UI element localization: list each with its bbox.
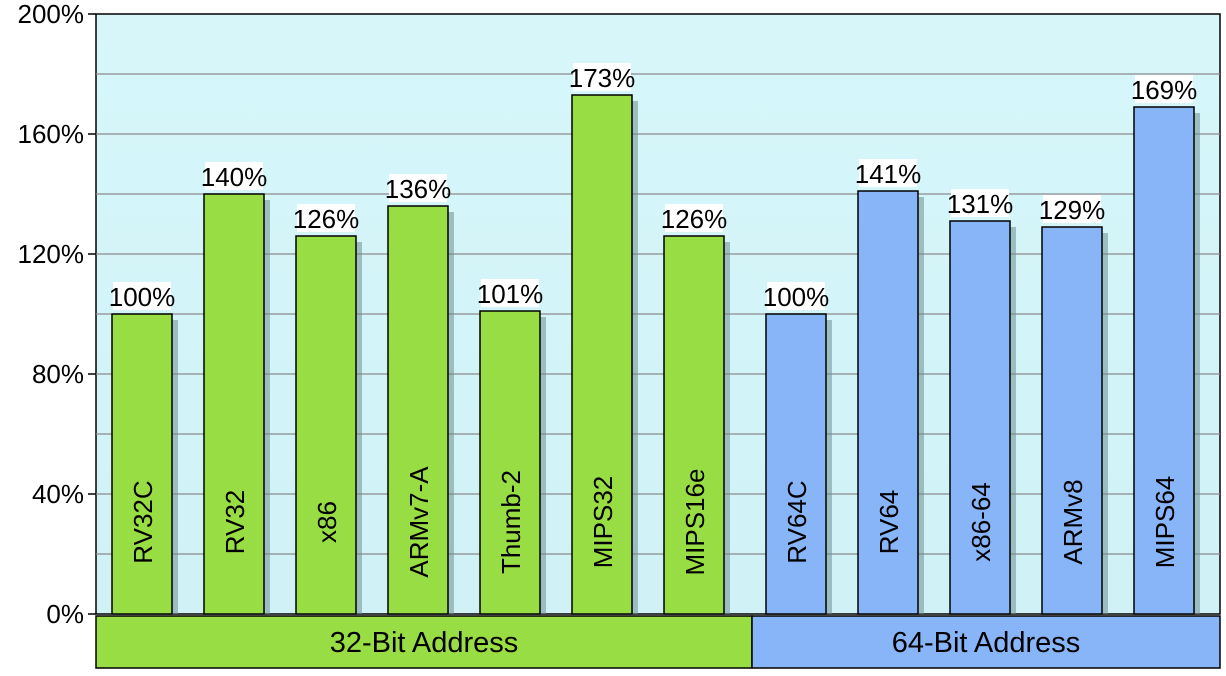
category-label: RV32 bbox=[220, 490, 250, 555]
group-label: 32-Bit Address bbox=[330, 627, 519, 659]
bar bbox=[387, 205, 449, 615]
value-label: 126% bbox=[661, 204, 728, 234]
y-tick-label: 120% bbox=[18, 239, 85, 269]
bars: 100% RV32C 140% RV32 126% x86 136% ARMv7-A 101% T… bbox=[109, 63, 1200, 615]
value-label-bg bbox=[205, 162, 263, 190]
value-label-bg bbox=[481, 279, 539, 307]
value-label-bg bbox=[389, 174, 447, 202]
value-label: 141% bbox=[855, 159, 922, 189]
value-label-bg bbox=[1135, 75, 1193, 103]
group-band bbox=[751, 615, 1221, 669]
bar bbox=[571, 94, 633, 615]
value-label: 100% bbox=[763, 282, 830, 312]
y-tick-label: 40% bbox=[32, 479, 84, 509]
bar bbox=[1041, 226, 1103, 615]
category-label: ARMv8 bbox=[1058, 479, 1088, 564]
bar bbox=[479, 310, 541, 615]
y-tick-label: 200% bbox=[18, 0, 85, 29]
value-label-bg bbox=[573, 63, 631, 91]
value-label-bg bbox=[951, 189, 1009, 217]
bar bbox=[857, 190, 919, 615]
group-bands: 32-Bit Address 64-Bit Address bbox=[95, 615, 1221, 669]
value-label: 131% bbox=[947, 189, 1014, 219]
value-label: 169% bbox=[1131, 75, 1198, 105]
bar bbox=[949, 220, 1011, 615]
y-tick-label: 80% bbox=[32, 359, 84, 389]
value-label-bg bbox=[665, 204, 723, 232]
value-label: 140% bbox=[201, 162, 268, 192]
category-label: MIPS32 bbox=[588, 476, 618, 569]
value-label-bg bbox=[859, 159, 917, 187]
bar bbox=[295, 235, 357, 615]
category-label: RV64 bbox=[874, 490, 904, 555]
category-label: MIPS16e bbox=[680, 469, 710, 576]
category-label: MIPS64 bbox=[1150, 476, 1180, 569]
group-band bbox=[95, 615, 753, 669]
y-axis: 0% 40% 80% 120% 160% 200% bbox=[18, 0, 96, 629]
bar bbox=[1133, 106, 1195, 615]
category-label: RV32C bbox=[128, 480, 158, 563]
bar bbox=[111, 313, 173, 615]
category-label: x86 bbox=[312, 501, 342, 543]
bar bbox=[663, 235, 725, 615]
category-label: x86-64 bbox=[966, 482, 996, 562]
value-label: 101% bbox=[477, 279, 544, 309]
value-label: 126% bbox=[293, 204, 360, 234]
value-label-bg bbox=[767, 282, 825, 310]
value-label-bg bbox=[1043, 195, 1101, 223]
bar bbox=[203, 193, 265, 615]
value-label-bg bbox=[297, 204, 355, 232]
value-label: 173% bbox=[569, 63, 636, 93]
y-tick-label: 0% bbox=[46, 599, 84, 629]
category-label: RV64C bbox=[782, 480, 812, 563]
value-label-bg bbox=[113, 282, 171, 310]
category-label: Thumb-2 bbox=[496, 470, 526, 574]
y-tick-label: 160% bbox=[18, 119, 85, 149]
value-label: 136% bbox=[385, 174, 452, 204]
bar bbox=[765, 313, 827, 615]
value-label: 129% bbox=[1039, 195, 1106, 225]
value-label: 100% bbox=[109, 282, 176, 312]
group-label: 64-Bit Address bbox=[892, 627, 1081, 659]
gridlines bbox=[96, 73, 1220, 555]
category-label: ARMv7-A bbox=[404, 466, 434, 578]
